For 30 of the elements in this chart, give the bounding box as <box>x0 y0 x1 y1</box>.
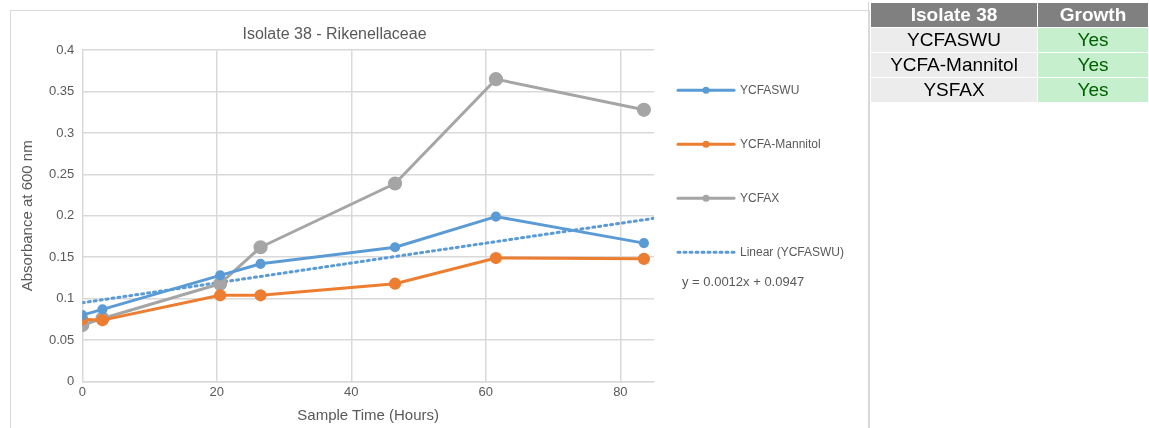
y-tick-label: 0.05 <box>48 331 75 347</box>
legend-label: YCFASWU <box>740 82 800 97</box>
y-tick-label: 0.1 <box>56 290 75 306</box>
y-axis-title: Absorbance at 600 nm <box>18 140 36 292</box>
category-label: Isolate 38 <box>870 2 1038 28</box>
text: y = 0.0012x + 0.0947 <box>682 274 805 290</box>
category-label: YSFAX <box>923 79 985 100</box>
category-label: YCFASWU <box>907 29 1001 50</box>
y-tick-label: 0.4 <box>56 41 75 57</box>
x-axis-title: Sample Time (Hours) <box>297 406 440 424</box>
x-tick-label: 80 <box>613 383 628 399</box>
chart-title: Isolate 38 - Rikenellaceae <box>242 25 427 43</box>
y-tick-label: 0 <box>67 372 75 388</box>
x-tick-label: 20 <box>209 383 225 399</box>
category-label: Growth <box>1037 2 1149 28</box>
legend-label: YCFA-Mannitol <box>740 136 821 151</box>
x-tick-label: 60 <box>478 383 494 399</box>
y-tick-label: 0.35 <box>48 83 75 99</box>
y-tick-label: 0.3 <box>56 124 75 140</box>
text: Yes <box>1077 54 1109 75</box>
legend-label: Linear (YCFASWU) <box>740 244 845 259</box>
x-tick-label: 0 <box>78 383 86 399</box>
x-tick-label: 40 <box>344 383 359 399</box>
y-tick-label: 0.25 <box>48 165 75 181</box>
category-label: YCFA-Mannitol <box>890 54 1018 75</box>
y-tick-label: 0.15 <box>48 248 75 264</box>
text: Yes <box>1077 79 1109 100</box>
y-tick-label: 0.2 <box>56 207 75 223</box>
legend-label: YCFAX <box>740 190 780 205</box>
text: Yes <box>1077 29 1109 50</box>
